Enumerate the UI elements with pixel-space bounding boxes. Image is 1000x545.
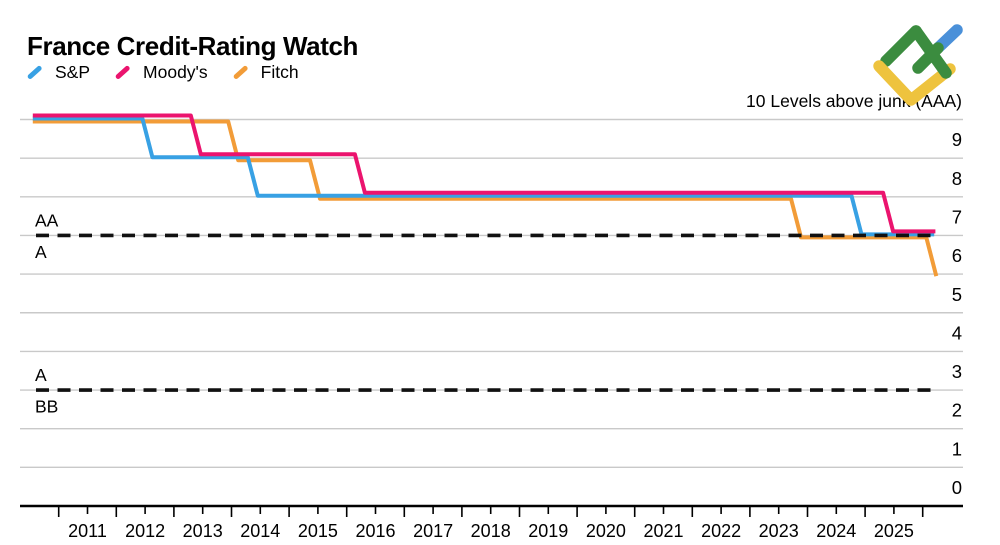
legend-label-sp: S&P	[55, 62, 91, 82]
logo-yellow-check	[873, 60, 956, 106]
x-axis-label: 2024	[816, 521, 856, 541]
fitch-line-swatch-icon	[232, 65, 248, 80]
x-axis-label: 2025	[874, 521, 914, 541]
threshold-label-below: A	[35, 242, 47, 262]
legend: S&P Moody's Fitch	[26, 62, 299, 83]
y-axis-label: 3	[952, 361, 962, 382]
legend-label-moodys: Moody's	[143, 62, 208, 82]
series-line-fitch	[32, 119, 939, 277]
y-axis-label: 6	[952, 245, 962, 266]
x-axis-label: 2011	[68, 521, 107, 541]
y-axis-label: 9	[952, 129, 962, 150]
x-axis-label: 2015	[298, 521, 338, 541]
x-axis-label: 2022	[701, 521, 741, 541]
moodys-line-swatch-icon	[114, 65, 131, 80]
litefinance-logo	[873, 24, 963, 106]
y-axis-label: 7	[952, 206, 962, 227]
x-axis-label: 2021	[643, 521, 683, 541]
y-axis-label: 4	[952, 322, 962, 343]
logo-green-left-stroke	[880, 25, 922, 67]
x-axis-label: 2018	[471, 521, 511, 541]
axis-annotation: 10 Levels above junk (AAA)	[746, 91, 962, 111]
y-axis-label: 5	[952, 284, 962, 305]
threshold-label-below: BB	[35, 397, 58, 417]
logo-green-inner-stroke	[912, 42, 944, 74]
series-line-moodys	[32, 113, 936, 234]
series-line-sp	[32, 116, 935, 237]
legend-item-sp: S&P	[26, 62, 90, 83]
sp-line-swatch-icon	[26, 65, 43, 80]
y-axis-label: 8	[952, 168, 962, 189]
x-axis-label: 2017	[413, 521, 453, 541]
threshold-label-above: AA	[35, 210, 59, 230]
legend-label-fitch: Fitch	[260, 62, 299, 82]
y-axis-label: 0	[952, 477, 962, 498]
x-axis-label: 2014	[240, 521, 280, 541]
x-axis-label: 2023	[759, 521, 799, 541]
page-title: France Credit-Rating Watch	[27, 31, 359, 62]
x-axis-label: 2012	[125, 521, 165, 541]
x-axis-label: 2016	[355, 521, 395, 541]
legend-item-fitch: Fitch	[232, 62, 299, 83]
y-axis-label: 2	[952, 400, 962, 421]
x-axis-label: 2013	[183, 521, 223, 541]
y-axis-label: 1	[952, 438, 962, 459]
x-axis-label: 2019	[528, 521, 568, 541]
threshold-label-above: A	[35, 365, 47, 385]
legend-item-moodys: Moody's	[114, 62, 208, 83]
x-axis-label: 2020	[586, 521, 626, 541]
